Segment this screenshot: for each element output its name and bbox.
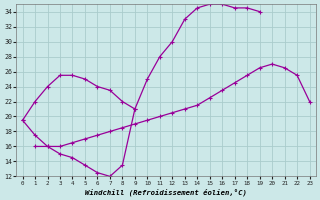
X-axis label: Windchill (Refroidissement éolien,°C): Windchill (Refroidissement éolien,°C) [85,188,247,196]
